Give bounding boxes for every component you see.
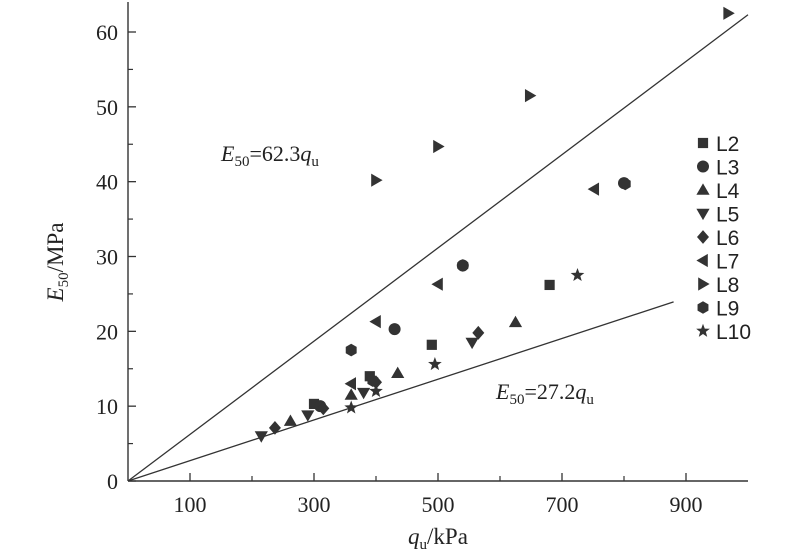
data-point-l6 xyxy=(268,420,281,435)
data-point-l5 xyxy=(301,410,315,422)
data-point-l7 xyxy=(587,182,600,196)
data-point-l7 xyxy=(431,277,443,291)
y-tick-label: 30 xyxy=(96,245,118,270)
data-point-l2 xyxy=(308,398,320,410)
regression-lines xyxy=(127,14,749,482)
legend-label-l6: L6 xyxy=(716,227,739,250)
legend-marker-l3 xyxy=(697,160,709,173)
data-point-l10 xyxy=(570,268,585,282)
data-point-l7 xyxy=(369,315,381,329)
y-tick-label: 20 xyxy=(96,319,118,344)
legend-label-l4: L4 xyxy=(716,180,740,203)
lower-line-equation: E50=27.2qu xyxy=(495,379,594,408)
x-tick-label: 900 xyxy=(670,492,703,517)
x-tick-label: 300 xyxy=(298,492,331,517)
x-tick-label: 700 xyxy=(546,492,579,517)
legend-marker-l6 xyxy=(697,230,709,244)
x-tick-label: 100 xyxy=(174,492,207,517)
data-point-l9 xyxy=(619,177,631,191)
x-axis-label: qu/kPa xyxy=(408,524,468,553)
data-point-l5 xyxy=(465,337,479,350)
x-axis-label-sub: u xyxy=(420,537,428,553)
legend-label-l2: L2 xyxy=(716,133,739,156)
legend-label-l5: L5 xyxy=(716,204,739,227)
data-point-l4 xyxy=(283,414,298,426)
data-point-l8 xyxy=(723,6,735,20)
data-point-l9 xyxy=(345,343,357,357)
x-axis-label-unit: /kPa xyxy=(427,524,468,549)
data-point-l4 xyxy=(391,366,405,379)
legend-marker-l2 xyxy=(697,137,709,149)
data-point-l4 xyxy=(508,315,523,328)
data-point-l8 xyxy=(371,173,383,187)
data-point-l6 xyxy=(317,401,330,416)
y-axis-label-unit: /MPa xyxy=(43,223,68,273)
data-point-l5 xyxy=(254,431,268,443)
x-axis-label-base: q xyxy=(408,524,420,549)
legend-label-l9: L9 xyxy=(716,298,739,321)
tick-labels: 0 10 20 30 40 50 60 100 300 500 700 900 xyxy=(96,20,703,517)
data-point-l6 xyxy=(472,325,485,340)
data-point-l10 xyxy=(428,357,442,371)
data-point-l2 xyxy=(426,339,437,350)
y-tick-label: 10 xyxy=(96,394,118,419)
y-axis-label: E50/MPa xyxy=(43,223,72,303)
data-point-l9 xyxy=(367,374,379,388)
data-point-l10 xyxy=(369,384,383,398)
legend-marker-l4 xyxy=(696,183,710,195)
data-point-l4 xyxy=(344,388,358,400)
data-point-l9 xyxy=(457,259,469,272)
data-point-l8 xyxy=(433,139,445,154)
tick-marks xyxy=(128,31,687,482)
legend-label-l3: L3 xyxy=(716,157,739,180)
upper-line-equation: E50=62.3qu xyxy=(220,141,319,170)
legend-marker-l9 xyxy=(697,301,709,314)
y-axis-label-sub: 50 xyxy=(56,272,72,287)
data-points xyxy=(254,6,735,443)
y-tick-label: 60 xyxy=(96,20,118,45)
y-tick-label: 40 xyxy=(96,170,118,195)
legend-marker-l7 xyxy=(696,253,708,268)
lower-regression-line xyxy=(127,301,674,482)
legend-marker-l8 xyxy=(698,277,710,291)
data-point-l10 xyxy=(344,400,359,414)
data-point-l5 xyxy=(357,387,371,400)
legend-marker-l10 xyxy=(696,323,710,337)
y-tick-label: 0 xyxy=(107,469,118,494)
data-point-l8 xyxy=(524,89,537,103)
y-axis-label-base: E xyxy=(43,287,68,302)
data-point-l3 xyxy=(388,323,401,336)
upper-regression-line xyxy=(127,14,749,482)
legend-label-l8: L8 xyxy=(716,274,739,297)
data-point-l7 xyxy=(344,377,356,391)
axes xyxy=(127,2,748,482)
legend-label-l7: L7 xyxy=(716,251,739,274)
x-tick-label: 500 xyxy=(422,492,455,517)
y-tick-label: 50 xyxy=(96,95,118,120)
legend-marker-l5 xyxy=(696,208,710,221)
legend-label-l10: L10 xyxy=(716,321,751,344)
data-point-l2 xyxy=(544,279,555,291)
